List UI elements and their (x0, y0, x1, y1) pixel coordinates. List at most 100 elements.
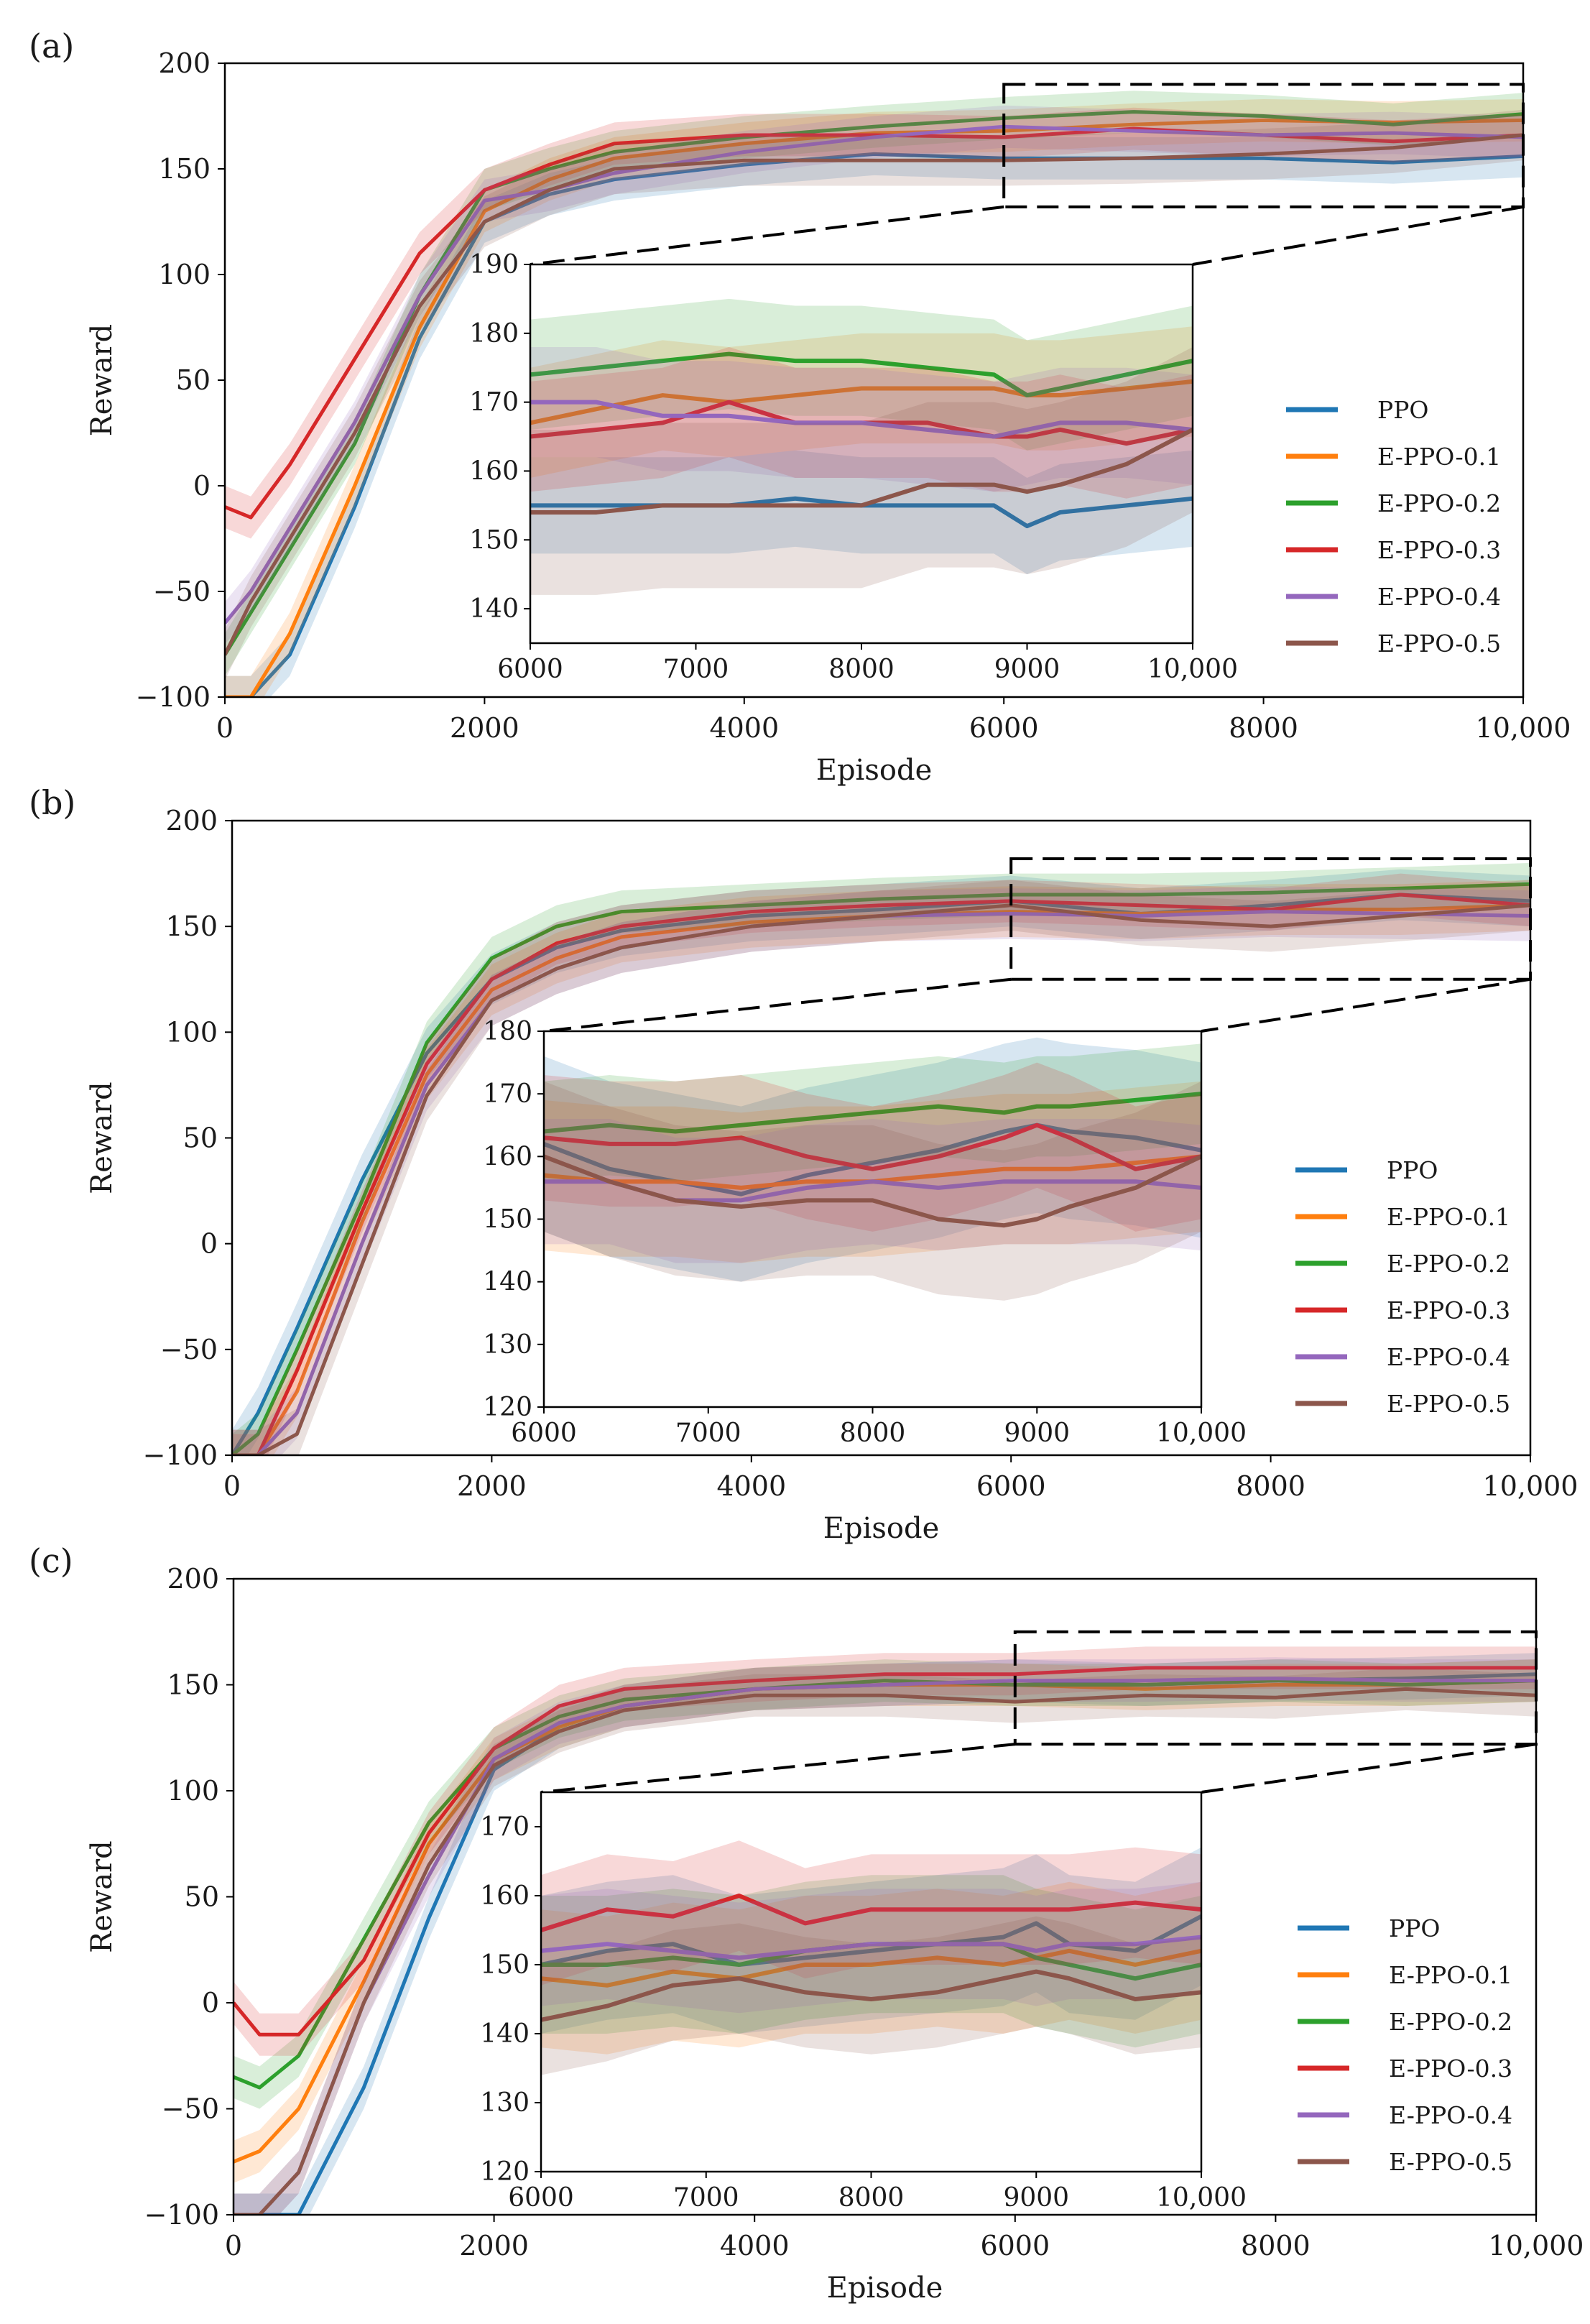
inset-y-tick-label: 150 (483, 1205, 532, 1235)
legend-label: E-PPO-0.5 (1377, 630, 1501, 658)
main-line-e-ppo-01 (225, 118, 1523, 697)
x-tick-label: 8000 (1229, 712, 1298, 744)
inset-y-tick-label: 180 (483, 1017, 532, 1046)
x-tick-label: 0 (223, 1470, 241, 1502)
inset-line-e-ppo-02 (530, 351, 1193, 398)
x-axis-label: Episode (827, 2272, 943, 2305)
x-tick-label: 2000 (457, 1470, 527, 1502)
inset-x-tick-label: 9000 (994, 655, 1060, 684)
x-tick-label: 8000 (1236, 1470, 1305, 1502)
inset-y-tick-label: 170 (480, 1812, 530, 1842)
x-tick-label: 4000 (716, 1470, 786, 1502)
x-tick-label: 0 (225, 2230, 242, 2261)
legend-label: E-PPO-0.1 (1387, 1203, 1510, 1231)
legend-label: PPO (1377, 396, 1428, 424)
y-tick-label: −50 (160, 1334, 218, 1365)
y-tick-label: −100 (144, 2199, 219, 2231)
x-tick-label: 4000 (709, 712, 779, 744)
inset-background (544, 1031, 1201, 1407)
inset-band-e-ppo-05 (541, 1916, 1201, 2075)
panel-b: (b) 0 2000 4000 6000 8000 10,000 −100 −50 0 50 100 1… (29, 783, 1578, 1545)
inset-line-e-ppo-02 (544, 1092, 1201, 1134)
y-tick-label: 100 (165, 1016, 218, 1048)
inset-x-tick-label: 9000 (1003, 2183, 1069, 2213)
inset-line-e-ppo-05 (541, 1969, 1201, 2022)
zoom-connector (1201, 977, 1531, 1033)
inset-y-tick-label: 160 (480, 1881, 530, 1911)
inset-y-tick-label: 140 (483, 1268, 532, 1297)
inset-line-e-ppo-03 (544, 1122, 1201, 1171)
legend-label: PPO (1389, 1914, 1440, 1942)
main-line-e-ppo-05 (232, 903, 1530, 1455)
x-tick-label: 6000 (976, 1470, 1046, 1502)
y-tick-label: 150 (158, 153, 211, 185)
y-tick-label: 50 (176, 364, 211, 396)
main-line-e-ppo-01 (232, 903, 1530, 1455)
main-band-e-ppo-02 (234, 1659, 1536, 2109)
inset-y-tick-label: 180 (469, 319, 519, 349)
inset-band-ppo (530, 450, 1193, 575)
y-tick-label: −100 (136, 681, 211, 713)
inset-band-ppo (541, 1847, 1201, 2034)
inset-x-tick-label: 6000 (497, 655, 563, 684)
inset-band-ppo (544, 1037, 1201, 1282)
y-tick-label: −50 (153, 576, 211, 607)
inset-line-e-ppo-03 (541, 1894, 1201, 1932)
x-tick-label: 8000 (1241, 2230, 1311, 2261)
inset-band-e-ppo-04 (544, 1119, 1201, 1263)
panel-label: (c) (29, 1541, 73, 1580)
x-tick-label: 6000 (969, 712, 1039, 744)
inset-y-tick-label: 160 (483, 1142, 532, 1171)
main-band-e-ppo-05 (232, 880, 1530, 1455)
inset-band-e-ppo-01 (541, 1881, 1201, 2055)
inset-x-tick-label: 7000 (663, 655, 729, 684)
y-axis-label: Reward (85, 324, 119, 437)
y-axis-label: Reward (85, 1840, 119, 1953)
legend-label: E-PPO-0.4 (1387, 1343, 1510, 1371)
inset-band-e-ppo-02 (541, 1875, 1201, 2048)
main-band-e-ppo-05 (225, 109, 1523, 681)
y-tick-label: 200 (167, 1563, 219, 1595)
inset-line-e-ppo-03 (530, 400, 1193, 446)
inset-x-tick-label: 9000 (1004, 1419, 1070, 1448)
zoom-connector (1192, 205, 1524, 266)
main-line-e-ppo-05 (225, 133, 1523, 656)
inset-y-tick-label: 130 (483, 1330, 532, 1360)
inset-y-tick-label: 150 (480, 1950, 530, 1980)
legend-label: E-PPO-0.2 (1387, 1250, 1510, 1278)
x-tick-label: 10,000 (1489, 2230, 1584, 2261)
legend-label: E-PPO-0.5 (1389, 2148, 1512, 2176)
main-line-e-ppo-03 (234, 1666, 1536, 2037)
y-tick-label: 50 (185, 1881, 219, 1913)
zoom-connector (1201, 1743, 1537, 1794)
x-tick-label: 10,000 (1483, 1470, 1579, 1502)
y-tick-label: 100 (167, 1775, 219, 1807)
zoom-box (1002, 83, 1525, 208)
legend-label: E-PPO-0.2 (1389, 2008, 1512, 2036)
legend-label: PPO (1387, 1156, 1438, 1184)
legend-label: E-PPO-0.2 (1377, 489, 1501, 517)
inset-y-tick-label: 120 (480, 2157, 530, 2187)
inset-band-e-ppo-03 (544, 1062, 1201, 1232)
y-tick-label: 100 (158, 259, 211, 290)
main-band-e-ppo-03 (225, 107, 1523, 539)
inset-y-tick-label: 190 (469, 250, 519, 280)
inset-x-tick-label: 8000 (838, 2183, 905, 2213)
y-tick-label: 150 (167, 1669, 219, 1701)
y-tick-label: 200 (158, 47, 211, 79)
inset-band-e-ppo-05 (530, 346, 1193, 595)
zoom-box (1009, 857, 1532, 981)
x-tick-label: 4000 (720, 2230, 790, 2261)
zoom-connector (530, 205, 1004, 266)
y-tick-label: 200 (165, 805, 218, 836)
y-tick-label: −100 (143, 1439, 218, 1471)
legend-label: E-PPO-0.4 (1377, 583, 1501, 611)
inset-y-tick-label: 120 (483, 1393, 532, 1422)
x-tick-label: 2000 (459, 2230, 529, 2261)
inset-x-tick-label: 10,000 (1147, 655, 1238, 684)
x-tick-label: 0 (216, 712, 234, 744)
zoom-box (1013, 1630, 1538, 1746)
panel-label: (b) (29, 783, 75, 822)
inset-band-e-ppo-01 (530, 326, 1193, 479)
main-line-e-ppo-05 (234, 1687, 1536, 2215)
